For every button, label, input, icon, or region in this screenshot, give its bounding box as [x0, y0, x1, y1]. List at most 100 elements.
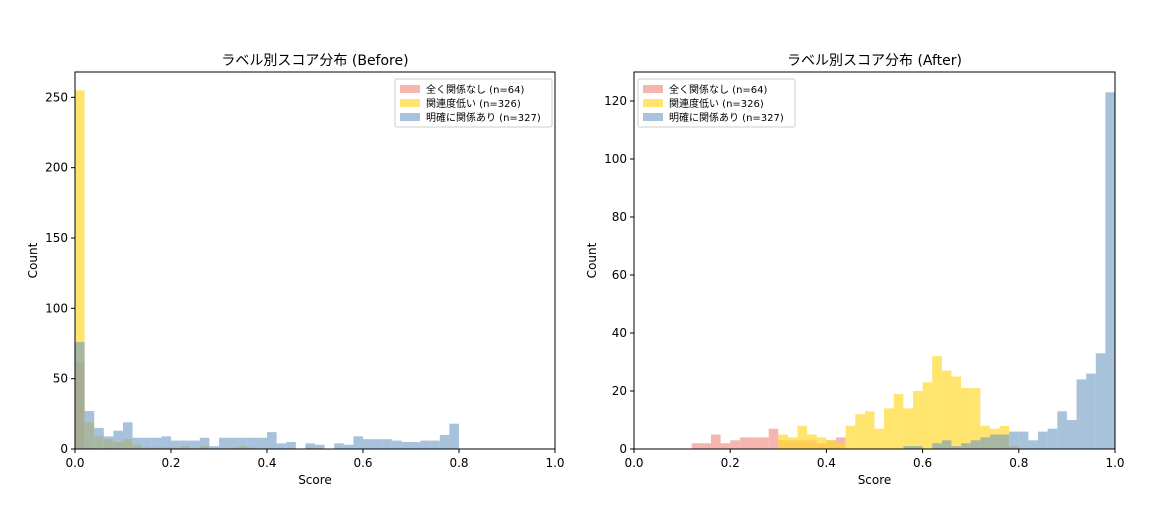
bar — [903, 446, 913, 449]
bar — [257, 437, 267, 449]
y-tick-label: 200 — [45, 161, 68, 175]
x-tick-label: 0.6 — [913, 456, 932, 470]
bar — [449, 423, 459, 449]
series-high — [903, 92, 1115, 450]
bar — [845, 425, 856, 449]
bar — [363, 439, 373, 449]
bar — [353, 436, 363, 449]
bar — [951, 376, 962, 449]
x-tick-label: 0.8 — [1009, 456, 1028, 470]
bar — [961, 388, 971, 449]
bar — [84, 411, 95, 449]
bar — [855, 414, 865, 449]
x-tick-label: 0.0 — [624, 456, 643, 470]
bar — [1018, 431, 1029, 449]
legend-swatch-none — [400, 85, 420, 93]
axes-frame — [633, 71, 1116, 450]
x-tick-label: 0.0 — [65, 456, 84, 470]
legend-label-low: 関連度低い (n=326) — [669, 97, 764, 110]
x-tick-label: 1.0 — [545, 456, 564, 470]
chart-title: ラベル別スコア分布 (After) — [787, 53, 962, 69]
legend: 全く関係なし (n=64)関連度低い (n=326)明確に関係あり (n=327… — [394, 78, 553, 128]
bar — [989, 434, 1000, 449]
x-tick-label: 0.2 — [161, 456, 180, 470]
y-tick-label: 250 — [45, 90, 68, 104]
legend-swatch-high — [643, 113, 663, 121]
bar — [980, 437, 990, 449]
legend: 全く関係なし (n=64)関連度低い (n=326)明確に関係あり (n=327… — [637, 78, 796, 128]
bar — [334, 443, 344, 449]
bar — [276, 443, 287, 449]
bar — [816, 437, 827, 449]
chart-panel-before: 0.0 0.2 0.4 0.6 0.8 1.0 0 50 100 150 200 250 ラベル別スコア… — [26, 53, 565, 487]
y-tick-label: 120 — [604, 94, 627, 108]
bar — [807, 434, 817, 449]
bar — [1028, 440, 1039, 449]
legend-label-low: 関連度低い (n=326) — [426, 97, 521, 110]
bar — [884, 408, 894, 449]
bar — [941, 440, 952, 449]
bar — [75, 90, 85, 449]
bar — [826, 440, 837, 449]
legend-swatch-none — [643, 85, 663, 93]
bar — [749, 437, 760, 449]
x-tick-label: 0.8 — [449, 456, 468, 470]
legend-swatch-low — [643, 99, 663, 107]
bar — [778, 434, 788, 449]
bar — [411, 441, 421, 449]
bar — [209, 446, 219, 449]
legend-label-high: 明確に関係あり (n=327) — [669, 111, 784, 124]
legend-label-none: 全く関係なし (n=64) — [669, 83, 768, 96]
bar — [922, 382, 933, 449]
bar — [739, 437, 750, 449]
x-tick-label: 0.6 — [353, 456, 372, 470]
axes-frame — [74, 71, 556, 450]
bar — [113, 430, 123, 449]
bar — [710, 434, 721, 449]
bar — [228, 437, 239, 449]
legend-label-high: 明確に関係あり (n=327) — [426, 111, 541, 124]
bar — [1047, 428, 1058, 449]
series-high — [75, 342, 459, 449]
legend-label-none: 全く関係なし (n=64) — [426, 83, 525, 96]
y-tick-label: 0 — [619, 442, 627, 456]
bar — [420, 440, 431, 449]
bar — [382, 439, 392, 449]
bar — [874, 428, 885, 449]
chart-title: ラベル別スコア分布 (Before) — [221, 53, 408, 69]
y-tick-label: 20 — [612, 384, 627, 398]
series-low — [75, 90, 315, 449]
y-tick-label: 60 — [612, 268, 627, 282]
bar — [190, 440, 200, 449]
bar — [1057, 411, 1067, 449]
x-axis-label: Score — [858, 473, 892, 487]
bar — [372, 439, 383, 449]
bar — [238, 437, 248, 449]
y-tick-label: 100 — [604, 152, 627, 166]
y-axis-label: Count — [585, 242, 599, 278]
bar — [199, 437, 210, 449]
y-axis-label: Count — [26, 242, 40, 278]
legend-swatch-high — [400, 113, 420, 121]
bar — [171, 440, 181, 449]
bar — [401, 441, 411, 449]
x-tick-label: 0.2 — [721, 456, 740, 470]
bar — [970, 388, 981, 449]
bar — [75, 342, 85, 449]
bar — [103, 436, 114, 449]
x-tick-label: 0.4 — [817, 456, 836, 470]
bar — [391, 440, 402, 449]
y-tick-label: 50 — [53, 372, 68, 386]
bar — [1009, 431, 1019, 449]
bar — [730, 440, 740, 449]
bar — [970, 440, 981, 449]
bar — [247, 437, 258, 449]
bar — [787, 437, 798, 449]
bar — [912, 391, 923, 449]
x-tick-label: 1.0 — [1105, 456, 1124, 470]
bar — [439, 434, 450, 449]
bar — [151, 437, 162, 449]
bar — [180, 440, 191, 449]
y-tick-label: 100 — [45, 301, 68, 315]
